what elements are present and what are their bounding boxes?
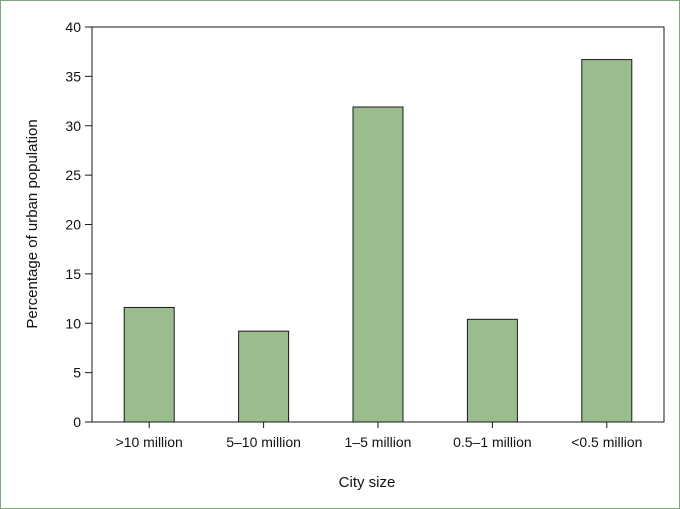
x-tick-label: <0.5 million [571, 434, 642, 450]
bar [238, 330, 290, 423]
bar [581, 59, 633, 423]
y-tick-label: 15 [65, 266, 81, 282]
x-axis-ticks: >10 million 5–10 million 1–5 million 0.5–1 … [116, 422, 642, 450]
x-tick-label: 0.5–1 million [453, 434, 532, 450]
y-axis-ticks: 0 5 10 15 20 25 30 35 40 [65, 19, 92, 430]
y-tick-label: 0 [73, 414, 81, 430]
y-tick-label: 30 [65, 118, 81, 134]
bar [466, 318, 518, 423]
y-axis-title: Percentage of urban population [24, 119, 41, 328]
bar [352, 106, 404, 423]
x-tick-label: 5–10 million [226, 434, 301, 450]
x-tick-label: >10 million [116, 434, 183, 450]
bar [123, 306, 175, 423]
y-tick-label: 5 [73, 365, 81, 381]
y-tick-label: 35 [65, 68, 81, 84]
y-tick-label: 20 [65, 217, 81, 233]
x-tick-label: 1–5 million [345, 434, 412, 450]
y-tick-label: 40 [65, 19, 81, 35]
x-axis-title: City size [339, 474, 396, 491]
bars [123, 59, 633, 423]
y-tick-label: 25 [65, 167, 81, 183]
y-tick-label: 10 [65, 315, 81, 331]
